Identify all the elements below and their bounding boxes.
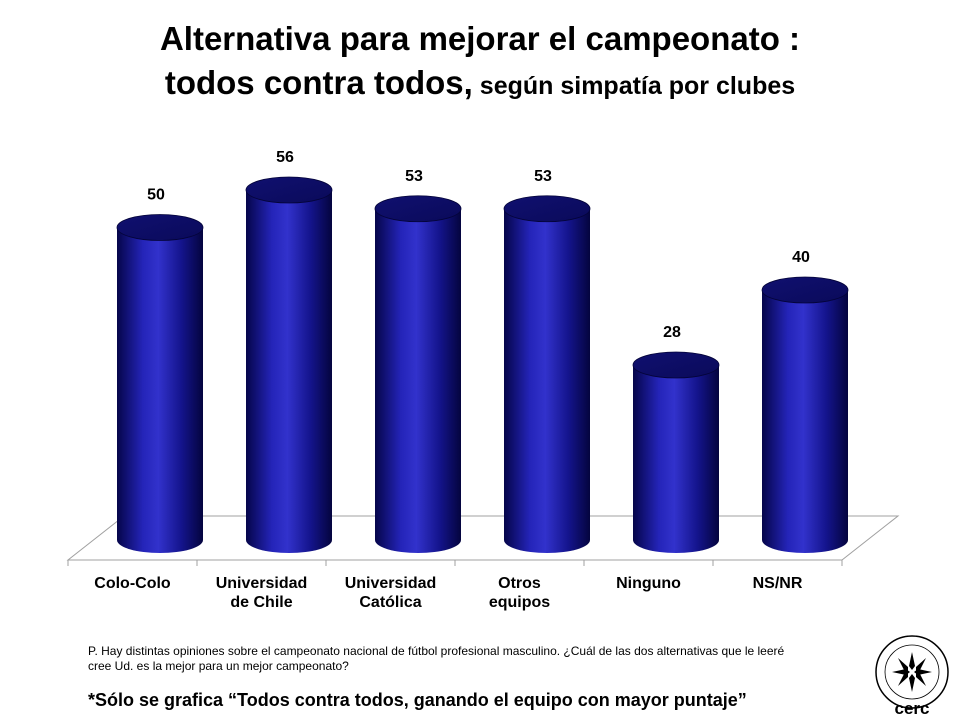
category-labels-group: Colo-Colo Universidad de Chile Universidad C… xyxy=(94,575,803,611)
category-label-line: de Chile xyxy=(230,594,292,611)
bar-top xyxy=(116,214,204,241)
category-label-line: Católica xyxy=(359,594,421,611)
bar-body xyxy=(633,365,719,553)
category-label-line: Universidad xyxy=(216,575,308,592)
bar xyxy=(374,195,462,553)
data-label: 53 xyxy=(405,168,423,185)
bar xyxy=(245,176,333,553)
bar-body xyxy=(117,227,203,553)
footnote: *Sólo se grafica “Todos contra todos, ga… xyxy=(88,690,747,710)
category-label-line: NS/NR xyxy=(753,575,803,592)
chart-title-sub: según simpatía por clubes xyxy=(472,72,796,100)
data-label: 50 xyxy=(147,187,165,204)
category-label-line: Ninguno xyxy=(616,575,681,592)
bar-body xyxy=(762,290,848,553)
bar xyxy=(116,214,204,553)
logo-burst-icon xyxy=(892,652,932,692)
bar-body xyxy=(504,208,590,553)
category-label-line: Otros xyxy=(498,575,541,592)
bar-top xyxy=(761,276,849,304)
chart-title-line2: todos contra todos, según simpatía por c… xyxy=(0,64,960,102)
data-label: 28 xyxy=(663,324,681,341)
bar-top xyxy=(374,195,462,223)
category-label-line: Colo-Colo xyxy=(94,575,171,592)
data-label: 40 xyxy=(792,249,810,266)
bars-group xyxy=(116,176,849,553)
bar xyxy=(632,351,720,553)
chart-title-line1: Alternativa para mejorar el campeonato : xyxy=(159,20,801,57)
bar-body xyxy=(246,190,332,553)
logo-inner-ring xyxy=(884,644,940,700)
bar-top xyxy=(632,351,720,379)
logo-text: cerc xyxy=(895,699,930,718)
category-label: NS/NR xyxy=(753,575,803,592)
bar-top xyxy=(503,195,591,223)
bar-top xyxy=(245,176,333,204)
category-label: Universidad de Chile xyxy=(216,575,308,611)
category-label: Universidad Católica xyxy=(345,575,437,611)
data-label: 53 xyxy=(534,168,552,185)
logo-ring xyxy=(875,635,949,709)
bar xyxy=(761,276,849,553)
category-label-line: Universidad xyxy=(345,575,437,592)
category-label: Colo-Colo xyxy=(94,575,171,592)
bar xyxy=(503,195,591,553)
data-labels-group: 50 56 53 53 28 40 xyxy=(147,149,810,341)
survey-question: P. Hay distintas opiniones sobre el camp… xyxy=(88,644,785,673)
data-label: 56 xyxy=(276,149,294,166)
category-label: Ninguno xyxy=(616,575,681,592)
bar-body xyxy=(375,208,461,553)
chart-title-main: todos contra todos, xyxy=(164,64,473,101)
category-label: Otros equipos xyxy=(489,575,550,611)
cerc-logo: cerc xyxy=(875,635,949,718)
category-label-line: equipos xyxy=(489,594,550,611)
